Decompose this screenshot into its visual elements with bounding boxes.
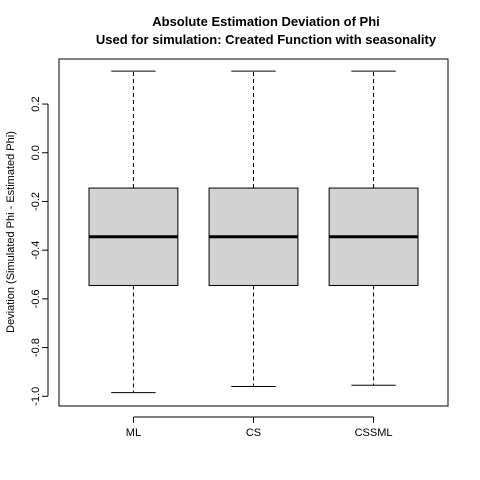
- box-ml: [88, 70, 179, 394]
- x-axis: ML CS CSSML: [126, 416, 393, 439]
- y-tick-label: -0.4: [30, 241, 42, 260]
- box-cssml: [328, 70, 419, 386]
- chart-subtitle: Used for simulation: Created Function wi…: [96, 32, 437, 47]
- boxes: [88, 70, 419, 394]
- y-tick-label: -0.2: [30, 192, 42, 211]
- y-tick-label: 0.2: [30, 96, 42, 111]
- y-tick-label: -1.0: [30, 387, 42, 406]
- y-axis-title: Deviation (Simulated Phi - Estimated Phi…: [5, 131, 17, 333]
- x-tick-label: ML: [126, 427, 141, 439]
- box-cs: [208, 70, 299, 388]
- y-tick-label: -0.8: [30, 338, 42, 357]
- x-tick-label: CSSML: [355, 427, 393, 439]
- x-tick-label: CS: [246, 427, 261, 439]
- y-axis: 0.2 0.0 -0.2 -0.4 -0.6 -0.8 -1.0: [30, 96, 49, 406]
- plot-frame: [58, 58, 449, 407]
- y-tick-label: -0.6: [30, 289, 42, 308]
- chart-title: Absolute Estimation Deviation of Phi: [152, 14, 380, 29]
- y-tick-label: 0.0: [30, 145, 42, 160]
